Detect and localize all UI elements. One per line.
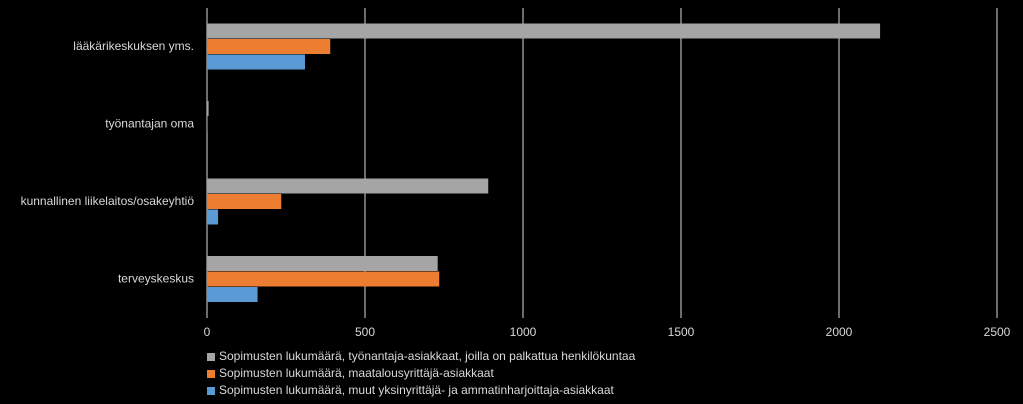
x-tick-label: 1500 [668, 325, 695, 339]
x-tick-label: 2000 [826, 325, 853, 339]
y-tick-label: työnantajan oma [105, 116, 194, 130]
legend-label: Sopimusten lukumäärä, maatalousyrittäjä-… [219, 366, 494, 380]
bar [207, 23, 881, 39]
bar [207, 54, 305, 70]
y-tick-label: lääkärikeskuksen yms. [73, 39, 194, 53]
bar [207, 116, 208, 132]
bar [207, 256, 438, 271]
legend-label: Sopimusten lukumäärä, työnantaja-asiakka… [219, 349, 636, 363]
legend-swatch [207, 370, 215, 378]
y-tick-label: terveyskeskus [118, 271, 194, 285]
legend-swatch [207, 387, 215, 395]
x-tick-label: 1000 [510, 325, 537, 339]
x-tick-label: 0 [204, 325, 211, 339]
legend-label: Sopimusten lukumäärä, muut yksinyrittäjä… [219, 383, 615, 397]
bar [207, 271, 440, 287]
bar [207, 101, 209, 116]
bar [207, 287, 258, 302]
legend-swatch [207, 353, 215, 361]
x-tick-label: 500 [355, 325, 375, 339]
y-tick-label: kunnallinen liikelaitos/osakeyhtiö [21, 194, 195, 208]
bar [207, 209, 219, 225]
bar [207, 194, 282, 209]
x-tick-label: 2500 [984, 325, 1011, 339]
bar [207, 178, 489, 194]
bar [207, 39, 331, 54]
